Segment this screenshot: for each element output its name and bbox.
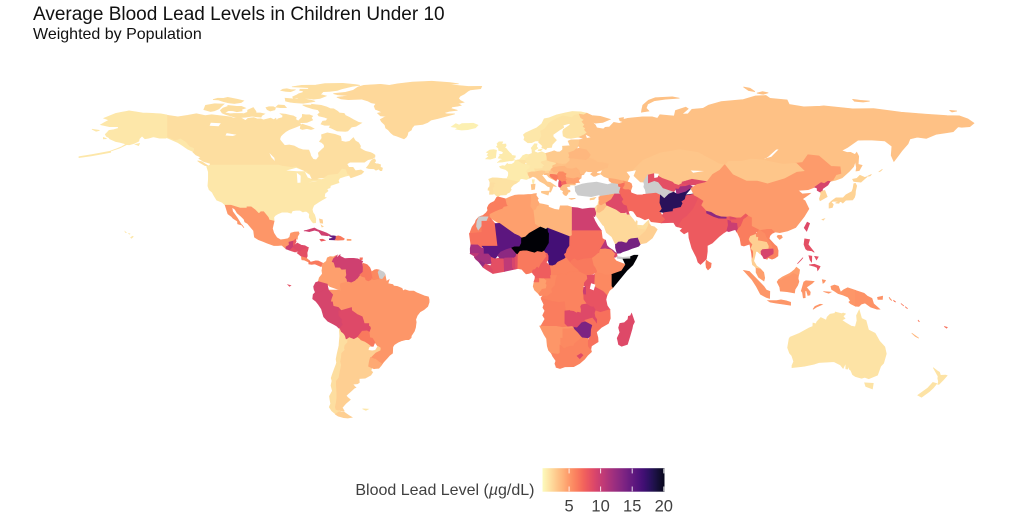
svg-text:10: 10 — [591, 498, 609, 512]
svg-text:15: 15 — [623, 498, 641, 512]
svg-text:5: 5 — [565, 498, 574, 512]
svg-text:Blood Lead Level (µg/dL): Blood Lead Level (µg/dL) — [355, 482, 534, 499]
svg-text:20: 20 — [655, 498, 673, 512]
